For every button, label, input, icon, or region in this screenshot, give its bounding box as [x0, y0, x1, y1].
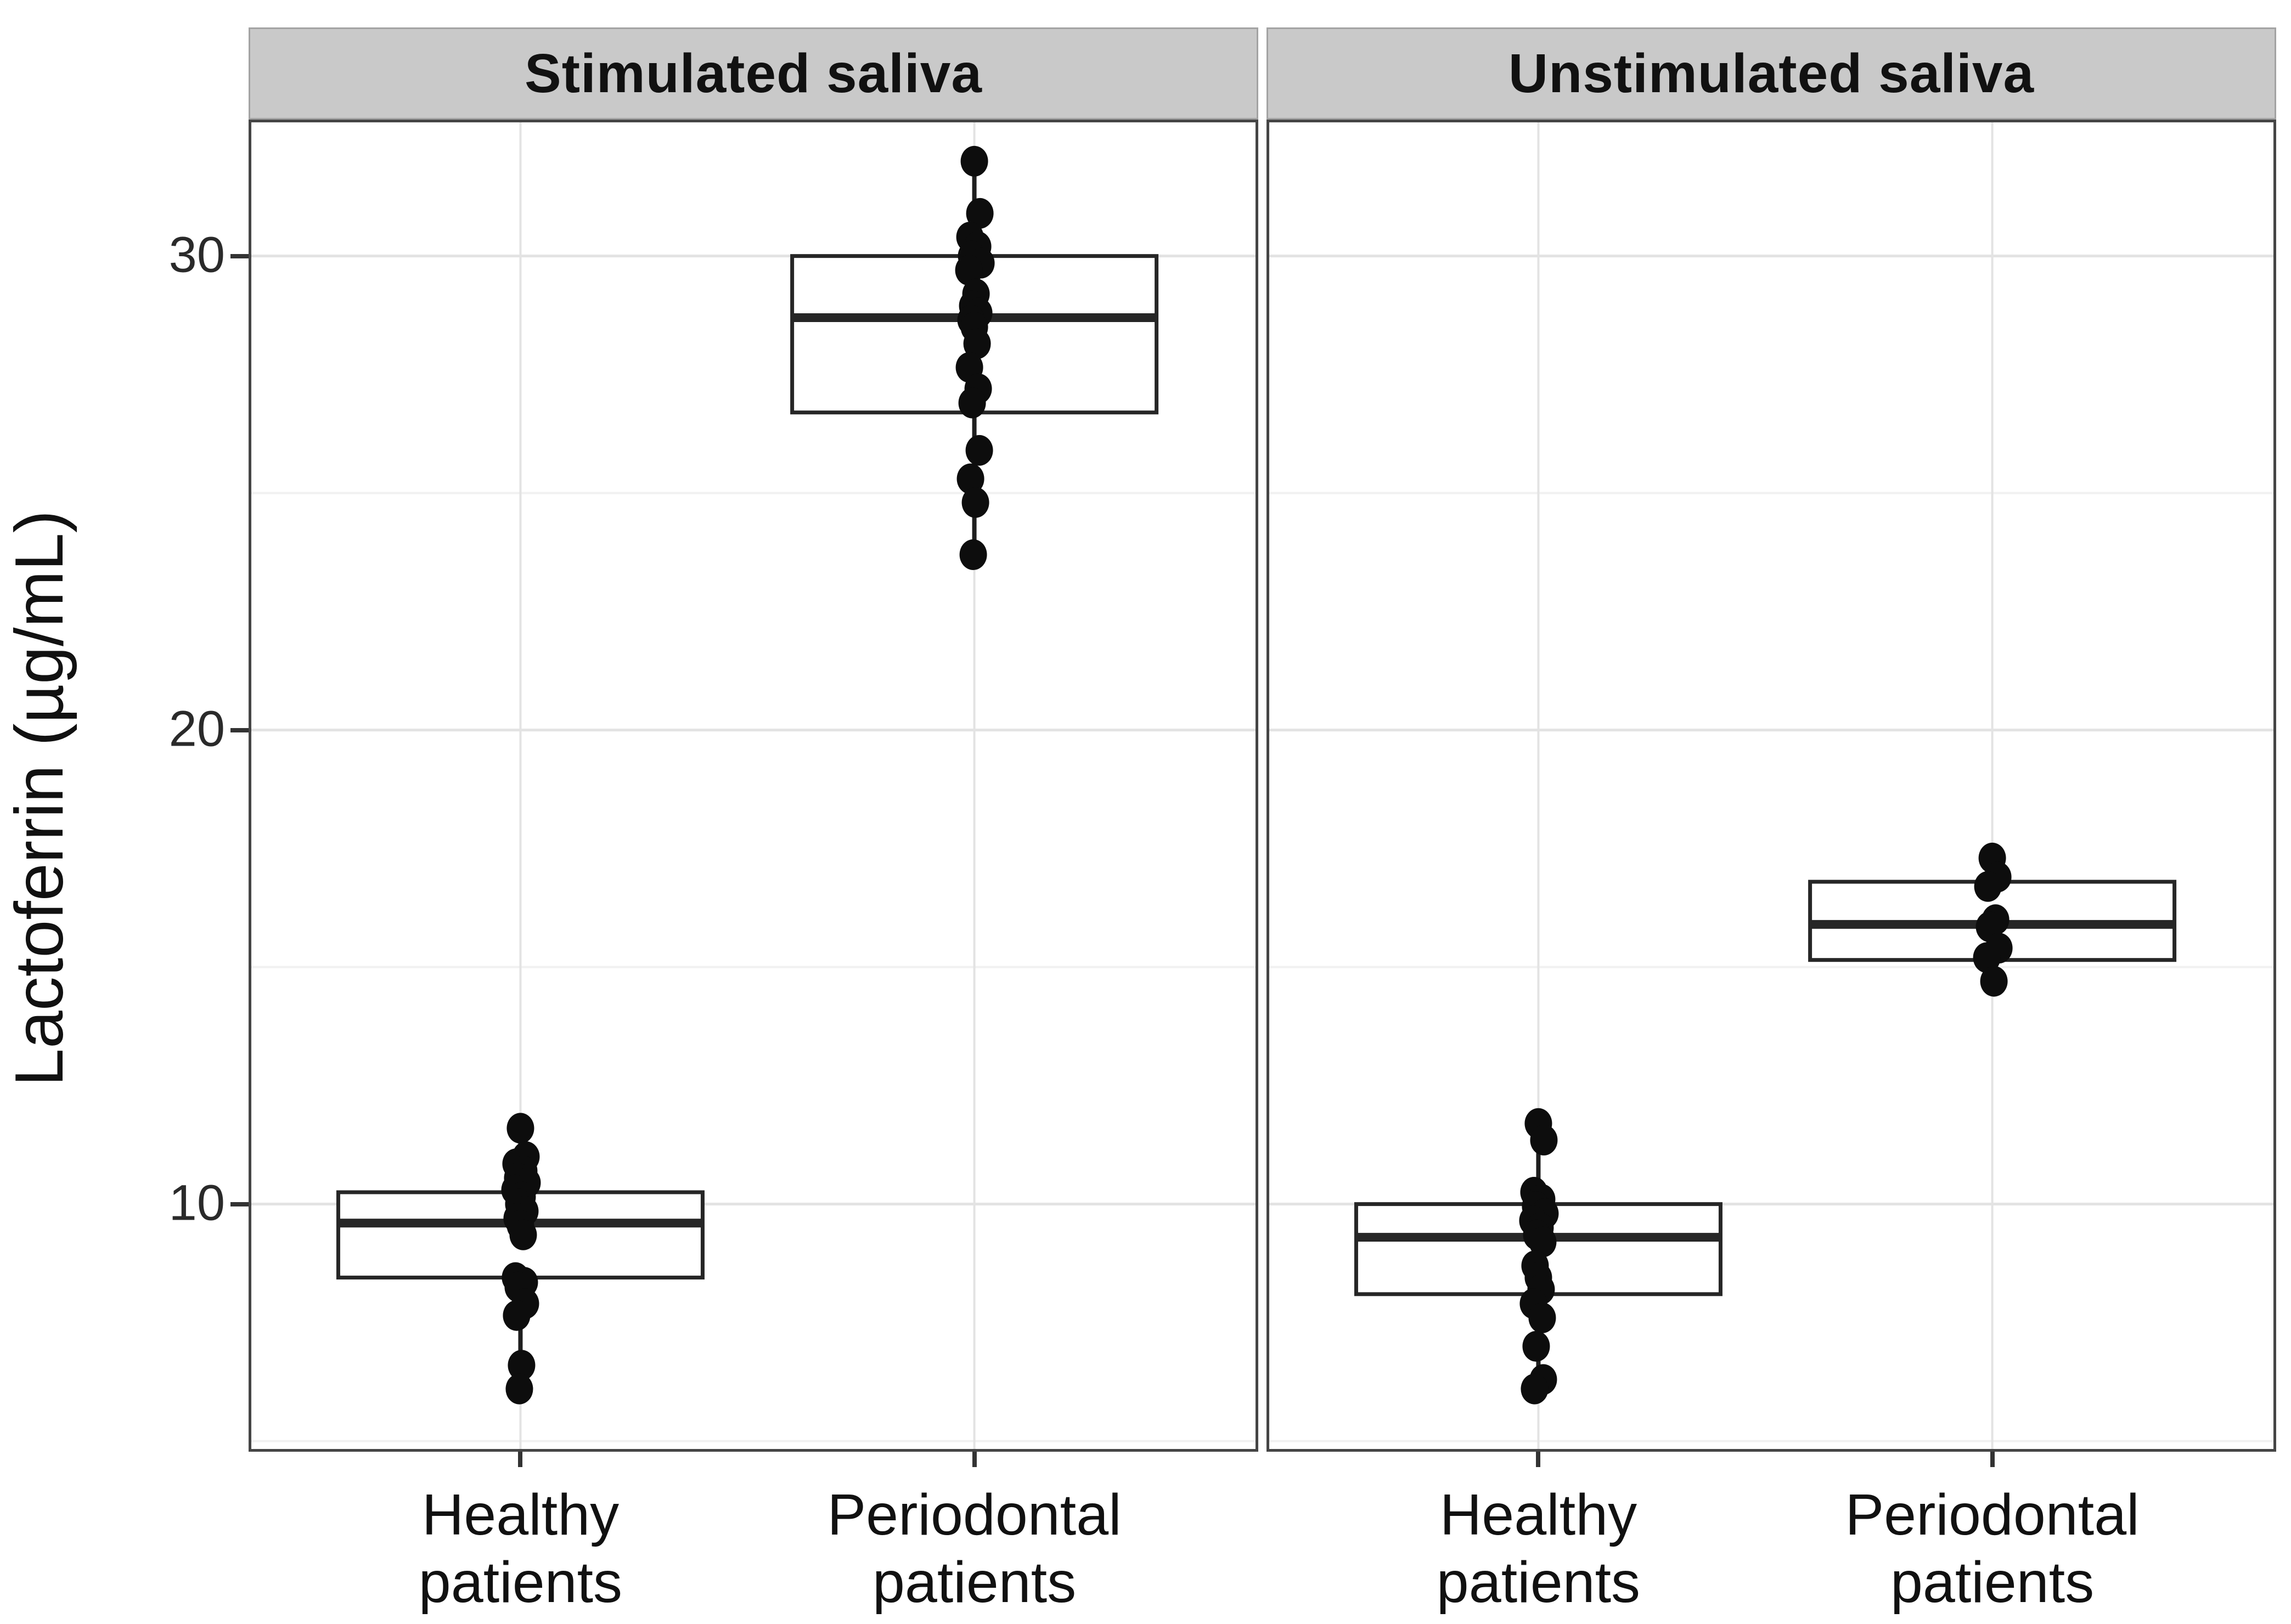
data-point [1973, 942, 2001, 973]
facet-header-label: Unstimulated saliva [1508, 42, 2035, 104]
data-point [1529, 1226, 1557, 1258]
data-point [1522, 1330, 1550, 1362]
x-axis-label-line: Periodontal [827, 1482, 1122, 1547]
facet-header-label: Stimulated saliva [525, 42, 982, 104]
data-point [960, 145, 988, 177]
data-point [1974, 871, 2002, 902]
facet-header-unstimulated-saliva: Unstimulated saliva [1266, 27, 2276, 120]
y-tick-label-30: 30 [168, 227, 225, 283]
y-axis-title: Lactoferrin (µg/mL) [2, 510, 77, 1087]
y-tick-mark [230, 728, 250, 732]
x-axis-label-line: patients [872, 1549, 1077, 1615]
data-point [1528, 1302, 1556, 1334]
x-axis-label-line: patients [418, 1549, 623, 1615]
data-point [505, 1373, 533, 1405]
data-point [508, 1350, 536, 1381]
facet-plot-area [251, 122, 1256, 1449]
x-axis-label-periodontal-patients: Periodontal patients [1691, 1481, 2291, 1616]
data-point [956, 463, 984, 494]
panel-stimulated-saliva [249, 120, 1258, 1452]
data-point [958, 387, 986, 419]
data-point [966, 198, 994, 229]
x-axis-label-line: patients [1890, 1549, 2095, 1615]
x-axis-label-periodontal-patients: Periodontal patients [673, 1481, 1276, 1616]
y-tick-label-10: 10 [168, 1175, 225, 1231]
data-point [1530, 1125, 1558, 1156]
data-point [955, 255, 983, 286]
data-point [509, 1219, 537, 1250]
data-point [963, 328, 991, 359]
facet-header-stimulated-saliva: Stimulated saliva [249, 27, 1258, 120]
x-axis-label-healthy-patients: Healthy patients [218, 1481, 822, 1616]
y-tick-mark [230, 1202, 250, 1206]
y-tick-mark [230, 254, 250, 258]
x-axis-label-line: Periodontal [1845, 1482, 2140, 1547]
panel-unstimulated-saliva [1266, 120, 2276, 1452]
x-axis-label-line: Healthy [1439, 1482, 1637, 1547]
x-tick-mark [1990, 1452, 1995, 1467]
y-tick-label-20: 20 [168, 701, 225, 757]
data-point [1980, 966, 2008, 997]
data-point [959, 539, 987, 570]
x-tick-mark [518, 1452, 523, 1467]
data-point [961, 487, 989, 518]
x-axis-label-line: Healthy [421, 1482, 620, 1547]
x-axis-label-healthy-patients: Healthy patients [1236, 1481, 1840, 1616]
data-point [965, 435, 993, 466]
facet-plot-area [1269, 122, 2273, 1449]
x-tick-mark [1536, 1452, 1541, 1467]
data-point [1521, 1373, 1549, 1405]
x-tick-mark [972, 1452, 977, 1467]
x-axis-label-line: patients [1436, 1549, 1641, 1615]
data-point [506, 1113, 534, 1144]
data-point [503, 1300, 531, 1331]
